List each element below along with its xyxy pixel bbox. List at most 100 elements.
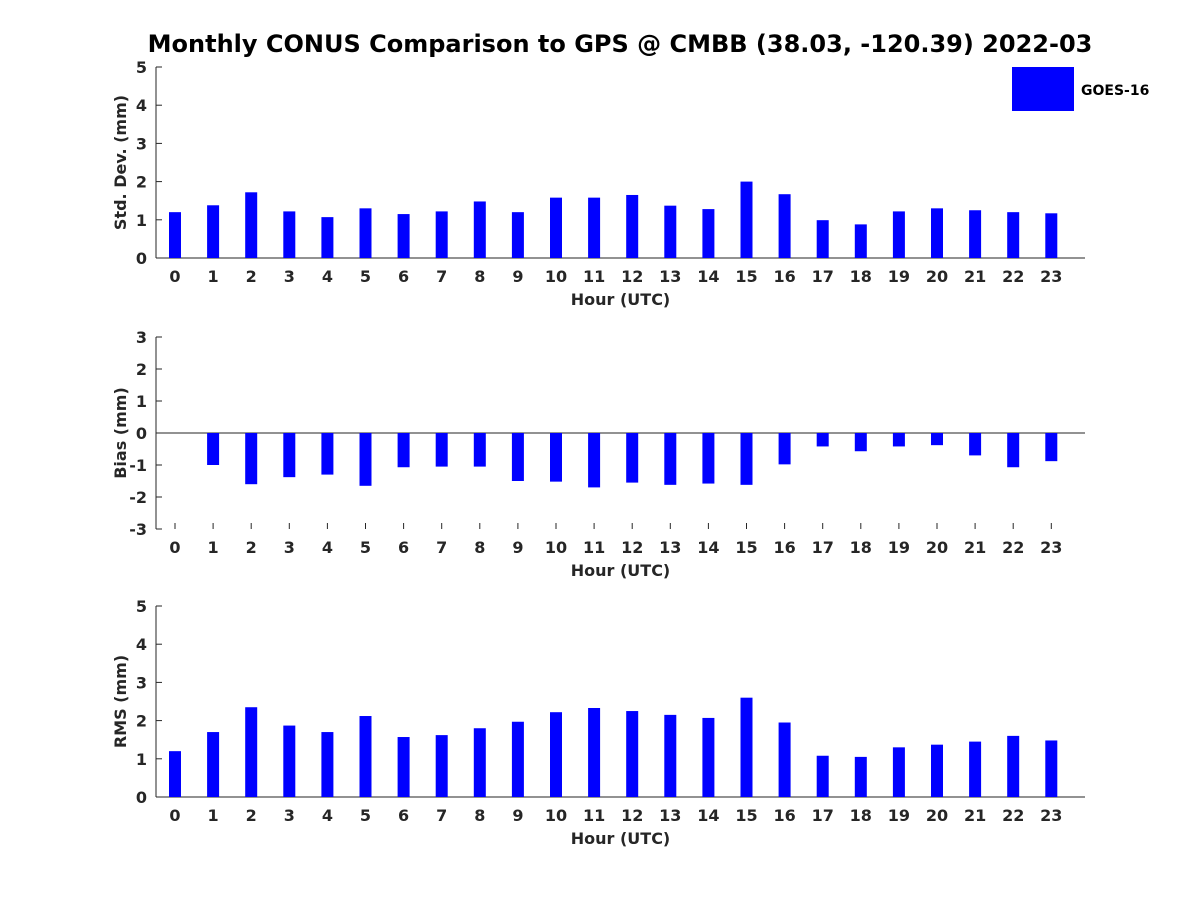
bar-hour-9 bbox=[511, 212, 524, 258]
x-tick-label: 3 bbox=[284, 538, 295, 557]
x-tick-label: 1 bbox=[208, 267, 219, 286]
bar-hour-4 bbox=[321, 732, 334, 797]
y-tick-label: 2 bbox=[136, 712, 147, 731]
bar-hour-11 bbox=[588, 433, 601, 488]
bar-hour-23 bbox=[1045, 740, 1058, 797]
bar-hour-12 bbox=[626, 194, 639, 258]
y-tick-label: -1 bbox=[129, 456, 147, 475]
x-tick-label: 8 bbox=[474, 806, 485, 825]
bar-hour-2 bbox=[245, 433, 258, 485]
x-tick-label: 0 bbox=[169, 267, 180, 286]
bar-hour-14 bbox=[702, 209, 715, 258]
x-tick-label: 20 bbox=[926, 267, 948, 286]
y-tick-label: 0 bbox=[136, 788, 147, 807]
bar-hour-14 bbox=[702, 717, 715, 797]
x-tick-label: 12 bbox=[621, 267, 643, 286]
bar-hour-16 bbox=[778, 433, 791, 465]
bar-hour-17 bbox=[816, 433, 829, 447]
x-tick-label: 7 bbox=[436, 806, 447, 825]
y-axis-label: Std. Dev. (mm) bbox=[111, 95, 130, 230]
bar-hour-12 bbox=[626, 433, 639, 483]
x-tick-label: 11 bbox=[583, 267, 605, 286]
y-tick-label: 3 bbox=[136, 328, 147, 347]
x-tick-label: 7 bbox=[436, 538, 447, 557]
x-tick-label: 1 bbox=[208, 806, 219, 825]
bar-hour-3 bbox=[283, 725, 296, 797]
bar-hour-6 bbox=[397, 433, 410, 468]
y-tick-label: 5 bbox=[136, 58, 147, 77]
bar-hour-8 bbox=[473, 728, 486, 797]
x-tick-label: 3 bbox=[284, 806, 295, 825]
x-tick-label: 7 bbox=[436, 267, 447, 286]
x-tick-label: 20 bbox=[926, 806, 948, 825]
x-tick-label: 2 bbox=[246, 538, 257, 557]
y-axis-label: RMS (mm) bbox=[111, 655, 130, 748]
bar-hour-12 bbox=[626, 711, 639, 797]
bar-hour-19 bbox=[892, 211, 905, 258]
bar-hour-2 bbox=[245, 707, 258, 797]
bar-hour-7 bbox=[435, 735, 448, 797]
bar-hour-21 bbox=[969, 433, 982, 456]
x-tick-label: 15 bbox=[735, 267, 757, 286]
x-tick-label: 2 bbox=[246, 806, 257, 825]
legend: GOES-16 bbox=[1012, 67, 1149, 111]
x-tick-label: 6 bbox=[398, 806, 409, 825]
bar-hour-20 bbox=[931, 744, 943, 797]
x-tick-label: 2 bbox=[246, 267, 257, 286]
bar-hour-6 bbox=[397, 214, 410, 258]
bar-hour-9 bbox=[511, 433, 524, 481]
x-tick-label: 10 bbox=[545, 806, 567, 825]
bar-hour-0 bbox=[169, 751, 181, 797]
y-tick-label: 1 bbox=[136, 750, 147, 769]
x-axis-label: Hour (UTC) bbox=[571, 829, 671, 848]
x-tick-label: 3 bbox=[284, 267, 295, 286]
bar-hour-18 bbox=[854, 224, 867, 258]
x-tick-label: 20 bbox=[926, 538, 948, 557]
x-tick-label: 9 bbox=[512, 267, 523, 286]
bar-hour-15 bbox=[740, 433, 753, 485]
bar-hour-15 bbox=[740, 181, 753, 258]
bar-hour-19 bbox=[892, 747, 905, 797]
x-tick-label: 18 bbox=[850, 267, 872, 286]
bar-hour-8 bbox=[473, 433, 486, 467]
x-tick-label: 0 bbox=[169, 538, 180, 557]
y-tick-label: 2 bbox=[136, 360, 147, 379]
bar-hour-8 bbox=[473, 201, 486, 258]
y-axis-label: Bias (mm) bbox=[111, 387, 130, 479]
y-tick-label: 4 bbox=[136, 96, 147, 115]
x-tick-label: 5 bbox=[360, 267, 371, 286]
x-tick-label: 19 bbox=[888, 267, 910, 286]
x-axis-label: Hour (UTC) bbox=[571, 561, 671, 580]
y-tick-label: 0 bbox=[136, 249, 147, 268]
x-tick-label: 18 bbox=[850, 806, 872, 825]
x-tick-label: 1 bbox=[208, 538, 219, 557]
x-tick-label: 16 bbox=[773, 538, 795, 557]
x-tick-label: 15 bbox=[735, 806, 757, 825]
bar-hour-13 bbox=[664, 205, 677, 258]
legend-label: GOES-16 bbox=[1081, 83, 1149, 99]
bar-hour-22 bbox=[1007, 735, 1020, 797]
chart-title: Monthly CONUS Comparison to GPS @ CMBB (… bbox=[147, 30, 1093, 58]
bar-hour-6 bbox=[397, 737, 410, 797]
y-tick-label: 5 bbox=[136, 597, 147, 616]
x-tick-label: 9 bbox=[512, 806, 523, 825]
y-tick-label: 2 bbox=[136, 173, 147, 192]
bar-hour-16 bbox=[778, 722, 791, 797]
bar-hour-11 bbox=[588, 707, 601, 797]
bar-hour-20 bbox=[931, 433, 943, 446]
x-tick-label: 17 bbox=[812, 806, 834, 825]
x-tick-label: 21 bbox=[964, 267, 986, 286]
x-tick-label: 5 bbox=[360, 806, 371, 825]
bar-hour-13 bbox=[664, 714, 677, 797]
x-tick-label: 11 bbox=[583, 538, 605, 557]
x-axis-label: Hour (UTC) bbox=[571, 290, 671, 309]
x-tick-label: 17 bbox=[812, 538, 834, 557]
bar-hour-21 bbox=[969, 210, 982, 258]
bar-hour-1 bbox=[207, 732, 220, 797]
x-tick-label: 5 bbox=[360, 538, 371, 557]
bar-hour-14 bbox=[702, 433, 715, 484]
x-tick-label: 12 bbox=[621, 538, 643, 557]
